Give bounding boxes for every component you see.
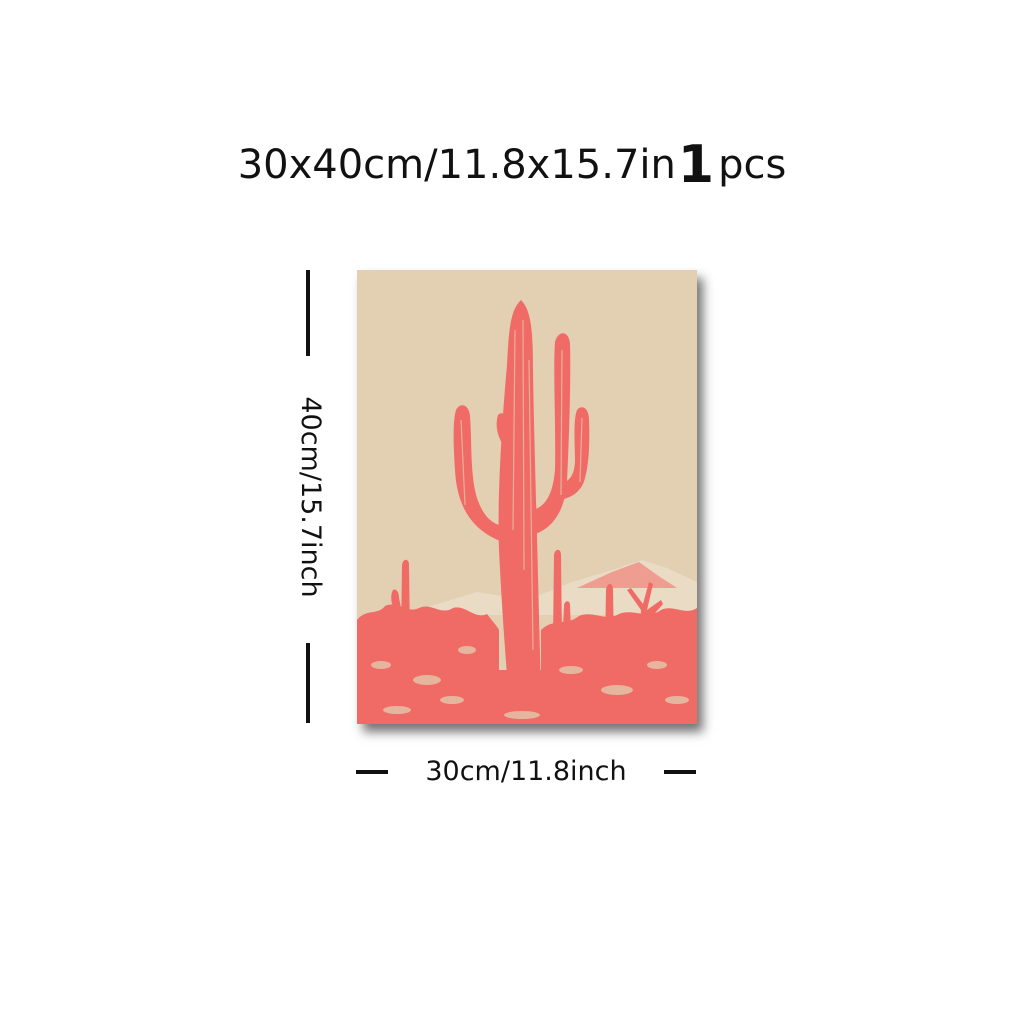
cactus-artwork: [357, 270, 697, 724]
distant-cactus-right: [553, 549, 562, 640]
quantity-number: 1: [677, 135, 715, 195]
height-indicator-bottom-line: [306, 643, 310, 723]
quantity-unit: pcs: [718, 142, 787, 188]
cactus-ribs: [460, 319, 583, 651]
height-indicator-top-line: [306, 270, 310, 356]
mountain-shading: [577, 562, 677, 588]
left-small-arm: [496, 413, 509, 445]
cactus-group: [357, 300, 697, 724]
width-indicator-left-line: [356, 770, 388, 774]
height-label: 40cm/15.7inch: [295, 396, 326, 598]
canvas-print: [357, 270, 697, 724]
foreground-brush-right: [541, 608, 697, 724]
width-label: 30cm/11.8inch: [425, 756, 627, 787]
foreground-base: [487, 670, 557, 724]
left-arm: [453, 405, 503, 542]
width-indicator-right-line: [664, 770, 696, 774]
foreground-brush-left: [357, 604, 499, 724]
distant-cactus-left-arm: [391, 589, 401, 608]
size-text: 30x40cm/11.8x15.7in: [237, 142, 676, 188]
main-saguaro-trunk: [498, 300, 541, 700]
brush-texture: [371, 646, 689, 719]
size-title: 30x40cm/11.8x15.7in1 pcs: [0, 138, 1024, 192]
